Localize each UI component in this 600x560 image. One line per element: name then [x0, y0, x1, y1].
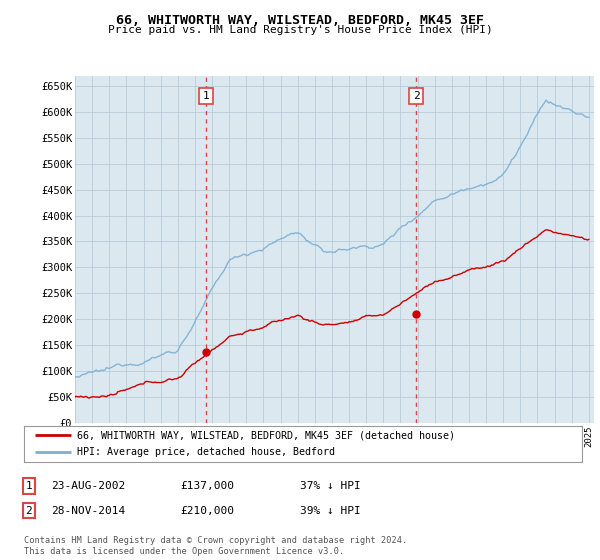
- Text: Price paid vs. HM Land Registry's House Price Index (HPI): Price paid vs. HM Land Registry's House …: [107, 25, 493, 35]
- Text: £210,000: £210,000: [180, 506, 234, 516]
- Text: 1: 1: [202, 91, 209, 101]
- Text: 39% ↓ HPI: 39% ↓ HPI: [300, 506, 361, 516]
- Text: 66, WHITWORTH WAY, WILSTEAD, BEDFORD, MK45 3EF (detached house): 66, WHITWORTH WAY, WILSTEAD, BEDFORD, MK…: [77, 431, 455, 440]
- Text: 66, WHITWORTH WAY, WILSTEAD, BEDFORD, MK45 3EF: 66, WHITWORTH WAY, WILSTEAD, BEDFORD, MK…: [116, 14, 484, 27]
- Text: 1: 1: [25, 481, 32, 491]
- Text: 28-NOV-2014: 28-NOV-2014: [51, 506, 125, 516]
- Text: Contains HM Land Registry data © Crown copyright and database right 2024.
This d: Contains HM Land Registry data © Crown c…: [24, 536, 407, 556]
- Text: 2: 2: [413, 91, 419, 101]
- Text: 37% ↓ HPI: 37% ↓ HPI: [300, 481, 361, 491]
- Text: HPI: Average price, detached house, Bedford: HPI: Average price, detached house, Bedf…: [77, 447, 335, 457]
- Text: £137,000: £137,000: [180, 481, 234, 491]
- Text: 23-AUG-2002: 23-AUG-2002: [51, 481, 125, 491]
- Text: 2: 2: [25, 506, 32, 516]
